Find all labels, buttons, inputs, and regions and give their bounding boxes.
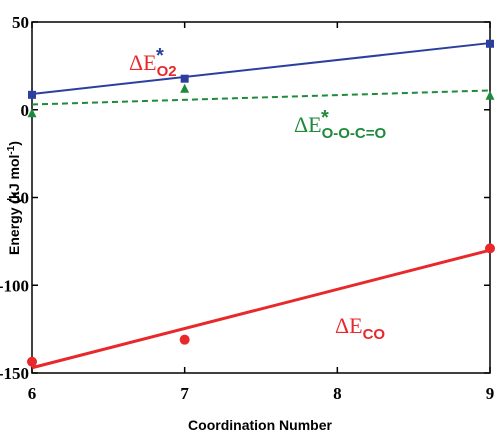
x-tick-label: 9 bbox=[486, 384, 495, 403]
annotation-sub: O2 bbox=[157, 63, 177, 80]
point bbox=[486, 39, 494, 48]
x-axis-title: Coordination Number bbox=[188, 417, 332, 433]
fit-line bbox=[31, 42, 491, 95]
annotation: ΔEO-O-C=O bbox=[294, 112, 387, 142]
point bbox=[485, 90, 495, 100]
annotation-sub: CO bbox=[363, 326, 386, 343]
point bbox=[27, 356, 37, 367]
annotation: ΔEO2 bbox=[129, 50, 177, 80]
y-tick-label: 50 bbox=[12, 13, 29, 32]
point bbox=[179, 334, 190, 345]
y-tick-label: 0 bbox=[21, 101, 30, 120]
y-axis-title-sup: -1 bbox=[6, 145, 17, 154]
annotation-main: ΔE bbox=[129, 50, 157, 75]
point bbox=[27, 108, 37, 118]
fit-line bbox=[31, 89, 491, 106]
plot-frame bbox=[31, 21, 491, 374]
point bbox=[28, 90, 36, 99]
point bbox=[485, 243, 495, 254]
annotation-sub: O-O-C=O bbox=[322, 125, 387, 142]
y-tick-label: -150 bbox=[0, 364, 29, 383]
point bbox=[180, 83, 190, 93]
fit-line bbox=[31, 248, 491, 370]
x-tick-label: 8 bbox=[333, 384, 342, 403]
annotation-sup: * bbox=[156, 45, 164, 67]
y-tick-label: -100 bbox=[0, 276, 29, 295]
y-axis-title-close: ) bbox=[6, 141, 22, 146]
y-axis-title-text: Energy (kJ mol bbox=[6, 155, 22, 255]
x-tick-label: 6 bbox=[28, 384, 37, 403]
y-axis-title: Energy (kJ mol-1) bbox=[6, 141, 22, 255]
annotation-sup: * bbox=[321, 107, 329, 129]
annotation-main: ΔE bbox=[294, 112, 322, 137]
x-tick-label: 7 bbox=[180, 384, 189, 403]
annotation-main: ΔE bbox=[335, 313, 363, 338]
annotation: ΔECO bbox=[335, 313, 385, 343]
point bbox=[180, 74, 189, 83]
y-tick-label: -50 bbox=[6, 189, 29, 208]
